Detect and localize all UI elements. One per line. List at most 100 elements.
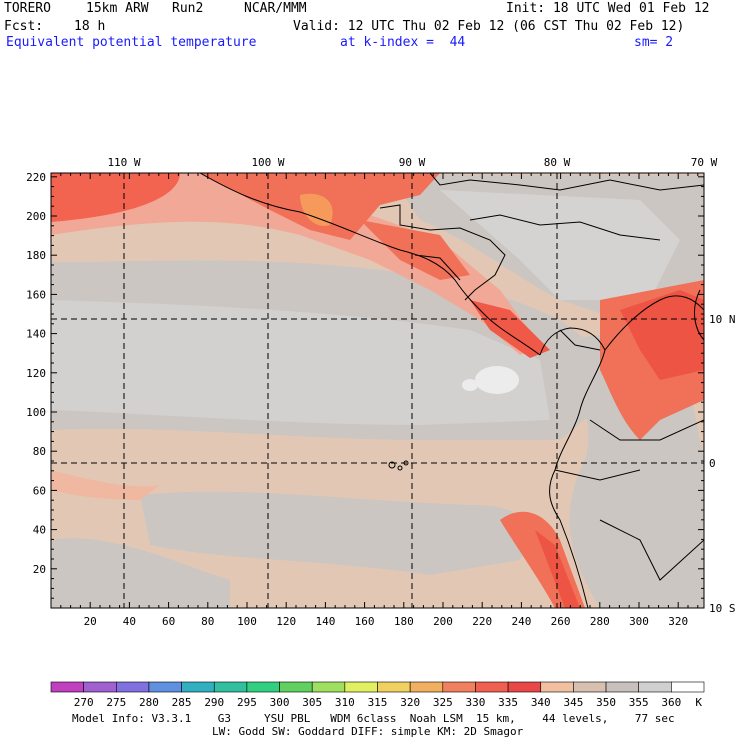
- field-region: [360, 220, 470, 280]
- colorbar-level-label: 320: [400, 696, 420, 709]
- y-tick-label: 160: [26, 288, 46, 301]
- x-tick-label: 280: [590, 615, 610, 628]
- colorbar-swatch: [671, 681, 705, 693]
- field-shading: [51, 173, 704, 608]
- organization: NCAR/MMM: [244, 1, 307, 16]
- field-region: [51, 173, 180, 222]
- coastlines: [199, 173, 704, 608]
- colorbar-swatch: [475, 681, 509, 693]
- axis-ticks: 20 40 60 80 100 120 140 160 180 200 220 240 260 280 30…: [26, 156, 735, 628]
- colorbar-level-label: 275: [106, 696, 126, 709]
- colorbar-level-label: 350: [596, 696, 616, 709]
- y-tick-label: 60: [33, 484, 46, 497]
- colorbar-level-label: 345: [563, 696, 583, 709]
- lat-label: 0: [709, 457, 716, 470]
- x-tick-label: 160: [355, 615, 375, 628]
- colorbar-swatch: [50, 681, 84, 693]
- field-name: Equivalent potential temperature: [6, 35, 257, 50]
- plot-frame: [50, 172, 705, 609]
- x-tick-label: 220: [472, 615, 492, 628]
- x-tick-label: 200: [433, 615, 453, 628]
- colorbar-level-label: 295: [237, 696, 257, 709]
- colorbar-swatch: [573, 681, 607, 693]
- x-tick-label: 80: [201, 615, 214, 628]
- forecast-label: Fcst:: [4, 19, 44, 34]
- colorbar-level-label: 280: [139, 696, 159, 709]
- colorbar-swatch: [540, 681, 574, 693]
- colorbar-swatch: [181, 681, 215, 693]
- x-tick-label: 300: [629, 615, 649, 628]
- init-time: Init: 18 UTC Wed 01 Feb 12: [506, 1, 710, 16]
- field-region: [300, 193, 333, 226]
- smoothing-label: sm= 2: [634, 35, 674, 50]
- colorbar-swatch: [148, 681, 182, 693]
- colorbar-swatch: [442, 681, 476, 693]
- colorbar-level-label: 305: [302, 696, 322, 709]
- colorbar-swatch: [409, 681, 444, 693]
- latlon-grid: [51, 173, 704, 608]
- run-label: Run2: [172, 1, 204, 16]
- lat-label: 10 N: [709, 313, 736, 326]
- x-tick-label: 40: [123, 615, 136, 628]
- resolution: 15km ARW: [86, 1, 149, 16]
- x-tick-label: 120: [276, 615, 296, 628]
- field-region: [51, 173, 540, 355]
- field-region: [475, 366, 519, 394]
- x-tick-label: 60: [162, 615, 175, 628]
- colorbar-swatch: [116, 681, 150, 693]
- x-tick-label: 100: [237, 615, 257, 628]
- colorbar-swatch: [605, 681, 639, 693]
- y-tick-label: 180: [26, 249, 46, 262]
- colorbar-level-label: 285: [172, 696, 192, 709]
- colorbar-swatch: [377, 681, 411, 693]
- colorbar-level-label: 310: [335, 696, 355, 709]
- colorbar-level-label: 315: [368, 696, 388, 709]
- colorbar-level-label: 340: [531, 696, 551, 709]
- colorbar-level-label: 335: [498, 696, 518, 709]
- field-region: [51, 470, 160, 500]
- lon-label: 100 W: [251, 156, 284, 169]
- level-label: at k-index = 44: [340, 35, 466, 50]
- colorbar-level-label: 325: [433, 696, 453, 709]
- forecast-hour: 18 h: [74, 19, 106, 34]
- x-tick-label: 140: [315, 615, 335, 628]
- model-name: TORERO: [4, 1, 51, 16]
- y-tick-label: 20: [33, 563, 46, 576]
- colorbar-swatch: [83, 681, 117, 693]
- field-region: [51, 538, 230, 608]
- x-tick-label: 320: [668, 615, 688, 628]
- x-tick-label: 20: [84, 615, 97, 628]
- y-tick-label: 140: [26, 328, 46, 341]
- colorbar-swatch: [344, 681, 378, 693]
- y-tick-label: 80: [33, 445, 46, 458]
- lon-label: 80 W: [544, 156, 571, 169]
- colorbar-level-label: 300: [270, 696, 290, 709]
- colorbar-swatch: [507, 681, 542, 693]
- y-tick-label: 40: [33, 524, 46, 537]
- field-region: [440, 190, 680, 300]
- colorbar-level-label: 330: [466, 696, 486, 709]
- x-tick-label: 180: [394, 615, 414, 628]
- colorbar-swatch: [213, 681, 248, 693]
- colorbar-level-label: 270: [74, 696, 94, 709]
- x-tick-label: 260: [551, 615, 571, 628]
- x-tick-label: 240: [511, 615, 531, 628]
- lat-label: 10 S: [709, 602, 736, 615]
- y-tick-label: 100: [26, 406, 46, 419]
- colorbar-level-label: 290: [204, 696, 224, 709]
- colorbar-swatch: [638, 681, 672, 693]
- colorbar-level-label: 355: [629, 696, 649, 709]
- colorbar-level-label: 360: [661, 696, 681, 709]
- field-region: [51, 300, 550, 425]
- field-region: [462, 379, 478, 391]
- lon-label: 110 W: [107, 156, 140, 169]
- colorbar-swatch: [311, 681, 346, 693]
- colorbar-swatch: [279, 681, 313, 693]
- colorbar-swatch: [246, 681, 280, 693]
- y-tick-label: 120: [26, 367, 46, 380]
- valid-time: Valid: 12 UTC Thu 02 Feb 12 (06 CST Thu …: [293, 19, 685, 34]
- physics-info: LW: Godd SW: Goddard DIFF: simple KM: 2D…: [212, 725, 524, 738]
- y-tick-label: 200: [26, 210, 46, 223]
- y-tick-label: 220: [26, 171, 46, 184]
